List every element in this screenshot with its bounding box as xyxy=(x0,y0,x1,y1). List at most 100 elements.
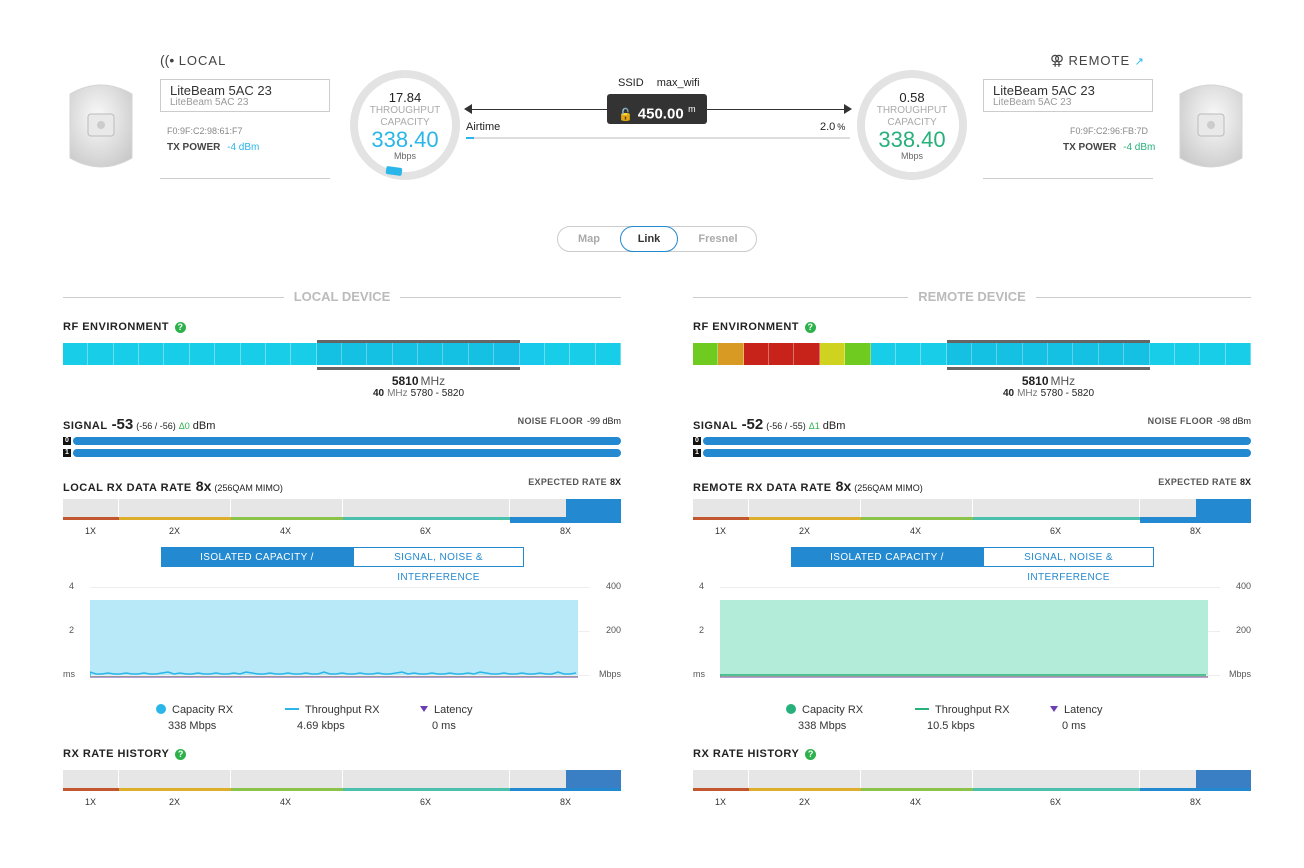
airtime-unit: % xyxy=(837,122,846,132)
help-icon[interactable]: ? xyxy=(175,321,186,333)
spectrum-cell xyxy=(693,343,719,365)
chain-tag: 1 xyxy=(63,449,71,457)
rate-segment-color xyxy=(231,517,343,520)
remote-throughput-label: THROUGHPUT xyxy=(876,105,948,116)
rate-segment-color xyxy=(1140,788,1251,791)
y-axis-left-label: ms xyxy=(693,669,705,679)
legend-label: Capacity RX xyxy=(172,704,234,716)
tab-fresnel[interactable]: Fresnel xyxy=(698,233,738,245)
local-capacity-ring: 17.84 THROUGHPUT CAPACITY 338.40 Mbps xyxy=(350,70,460,180)
y-axis-right-label: 400 xyxy=(605,581,621,591)
y-axis-left-label: 4 xyxy=(69,581,75,591)
distance-badge[interactable]: 🔓 450.00 m xyxy=(607,94,707,124)
throughput-square-icon xyxy=(285,707,299,710)
rx-data-rate-bar xyxy=(63,499,621,523)
remote-device-panel: REMOTE DEVICE RF ENVIRONMENT? 5810 MHz 40 MHz… xyxy=(693,288,1251,808)
legend-item[interactable]: Throughput RX 10.5 kbps xyxy=(915,700,1010,732)
expected-rate-label: EXPECTED RATE xyxy=(1158,477,1237,487)
airtime-bar-track xyxy=(466,137,850,139)
rx-rate-history-label: RX RATE HISTORY xyxy=(63,748,170,760)
rx-data-rate: LOCAL RX DATA RATE 8x (256QAM MIMO) xyxy=(63,478,283,494)
rate-segment xyxy=(343,499,509,517)
legend-value: 0 ms xyxy=(1062,720,1086,732)
local-device-card[interactable]: LiteBeam 5AC 23 LiteBeam 5AC 23 xyxy=(160,79,330,112)
channel-bracket-bottom xyxy=(947,367,1150,370)
y-axis-left-label: ms xyxy=(63,669,75,679)
spectrum-cell xyxy=(215,343,241,365)
section-title: LOCAL DEVICE xyxy=(283,289,401,304)
tab-isolated-capacity[interactable]: ISOLATED CAPACITY / THROUGHPUT xyxy=(791,547,983,583)
help-icon[interactable]: ? xyxy=(805,321,816,333)
local-broadcast-icon: ((• xyxy=(160,52,175,68)
remote-device-card[interactable]: LiteBeam 5AC 23 LiteBeam 5AC 23 xyxy=(983,79,1153,112)
rate-segment xyxy=(693,770,748,788)
local-capacity-unit: Mbps xyxy=(393,151,416,161)
y-axis-right-label: 400 xyxy=(1235,581,1251,591)
x-axis-line xyxy=(720,676,1208,677)
local-device-model: LiteBeam 5AC 23 xyxy=(170,97,249,108)
legend-value: 0 ms xyxy=(432,720,456,732)
chart-tabs: ISOLATED CAPACITY / THROUGHPUT SIGNAL, NO… xyxy=(693,547,1251,583)
spectrum-cell xyxy=(895,343,922,365)
expected-rate-marker xyxy=(1140,517,1251,523)
channel-highlight xyxy=(317,343,520,365)
rate-tick-label: 4X xyxy=(280,797,292,807)
tab-signal-noise[interactable]: SIGNAL, NOISE & INTERFERENCE xyxy=(353,547,524,583)
chart-tabs: ISOLATED CAPACITY / THROUGHPUT SIGNAL, NO… xyxy=(63,547,621,583)
legend-item[interactable]: Capacity RX 338 Mbps xyxy=(156,700,233,732)
rf-environment-label: RF ENVIRONMENT xyxy=(693,321,799,333)
signal-label: SIGNAL xyxy=(693,420,738,432)
section-title: REMOTE DEVICE xyxy=(908,289,1036,304)
help-icon[interactable]: ? xyxy=(805,748,817,760)
legend-item[interactable]: Throughput RX 4.69 kbps xyxy=(285,700,380,732)
spectrum-cell xyxy=(63,343,89,365)
throughput-square-icon xyxy=(915,707,929,710)
remote-tx-power-label: TX POWER xyxy=(1063,142,1117,153)
spectrum-cell xyxy=(443,343,469,365)
signal-chain-bar xyxy=(73,437,621,445)
legend-label: Capacity RX xyxy=(802,704,864,716)
throughput-line xyxy=(90,671,578,678)
legend-value: 4.69 kbps xyxy=(297,720,345,732)
legend-value: 10.5 kbps xyxy=(927,720,975,732)
remote-throughput-value: 0.58 xyxy=(899,90,925,105)
legend-item[interactable]: Latency 0 ms xyxy=(420,700,473,732)
tab-map[interactable]: Map xyxy=(578,233,600,245)
noise-floor-label: NOISE FLOOR xyxy=(517,416,583,426)
rate-segment xyxy=(749,499,860,517)
legend-item[interactable]: Latency 0 ms xyxy=(1050,700,1103,732)
ssid-value: max_wifi xyxy=(656,77,700,89)
remote-header[interactable]: ⚢ REMOTE ↗ xyxy=(1050,52,1144,70)
spectrum-cell xyxy=(291,343,317,365)
grid-line xyxy=(720,587,1220,588)
distance-unit: m xyxy=(688,104,696,114)
frequency-value: 5810 xyxy=(1021,374,1049,388)
spectrum-cell xyxy=(265,343,292,365)
rate-segment xyxy=(119,770,230,788)
rx-data-rate-bar xyxy=(693,499,1251,523)
spectrum-cell xyxy=(342,343,368,365)
legend-item[interactable]: Capacity RX 338 Mbps xyxy=(786,700,863,732)
frequency: 5810 MHz xyxy=(947,374,1150,388)
tab-link[interactable]: Link xyxy=(620,226,678,252)
frequency-value: 5810 xyxy=(391,374,419,388)
spectrum-cell xyxy=(743,343,770,365)
y-axis-left-label: 2 xyxy=(699,625,705,635)
local-capacity-value: 338.40 xyxy=(371,127,439,152)
legend-label: Latency xyxy=(434,704,473,716)
rx-data-rate: REMOTE RX DATA RATE 8x (256QAM MIMO) xyxy=(693,478,923,494)
rate-tick-label: 8X xyxy=(1190,797,1202,807)
y-axis-right-label: Mbps xyxy=(1228,669,1251,679)
local-tx-power: TX POWER -4 dBm xyxy=(167,142,259,153)
tab-isolated-capacity[interactable]: ISOLATED CAPACITY / THROUGHPUT xyxy=(161,547,353,583)
signal-chain-bar xyxy=(73,449,621,457)
airtime-number: 2.0 xyxy=(820,121,836,133)
external-link-icon[interactable]: ↗ xyxy=(1134,56,1144,68)
noise-floor: NOISE FLOOR -99 dBm xyxy=(518,416,621,426)
help-icon[interactable]: ? xyxy=(175,748,187,760)
rate-segment xyxy=(693,499,748,517)
channel-bracket-bottom xyxy=(317,367,520,370)
capacity-chart: 4 400 2 200 ms Mbps xyxy=(693,578,1251,688)
spectrum-cell xyxy=(88,343,114,365)
tab-signal-noise[interactable]: SIGNAL, NOISE & INTERFERENCE xyxy=(983,547,1154,583)
